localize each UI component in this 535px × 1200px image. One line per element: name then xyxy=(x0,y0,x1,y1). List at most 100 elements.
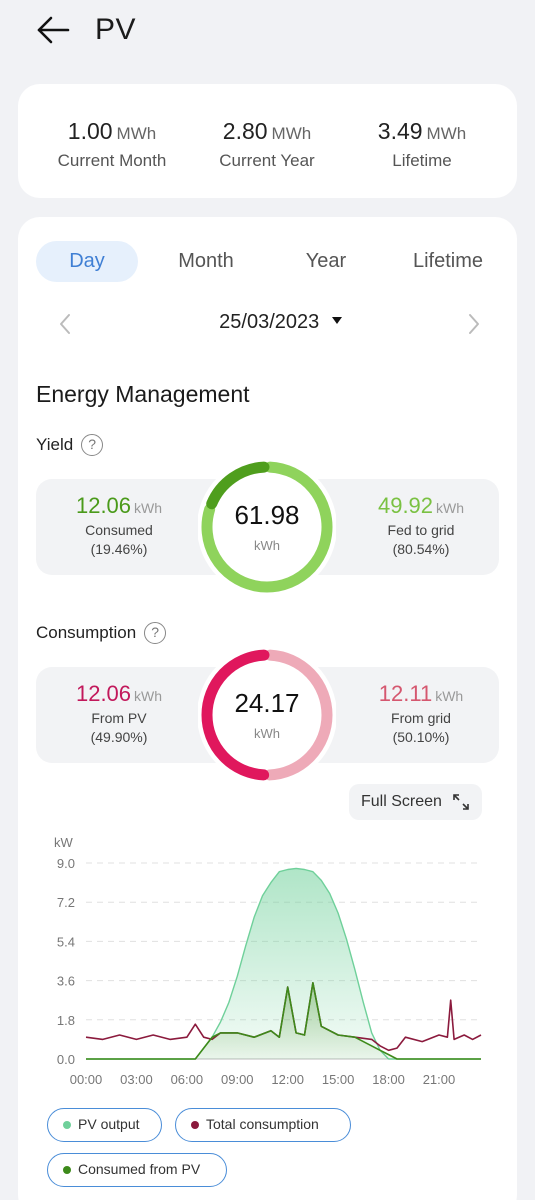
stat-label: Current Year xyxy=(219,151,315,170)
unit: kWh xyxy=(435,688,464,704)
stat-unit: MWh xyxy=(116,124,157,143)
consumption-total-value: 24.17 xyxy=(234,688,300,718)
consumption-heading: Consumption ? xyxy=(36,622,167,644)
from-grid-value: 12.11 xyxy=(378,681,433,706)
x-tick-label: 09:00 xyxy=(221,1072,254,1087)
consumption-total: 24.17 kWh xyxy=(198,646,336,784)
yield-fed-label: Fed to grid xyxy=(387,522,455,538)
from-grid-pct: (50.10%) xyxy=(392,729,450,745)
stat-value: 2.80 xyxy=(222,118,268,144)
consumption-total-unit: kWh xyxy=(254,726,280,741)
legend-dot xyxy=(191,1121,199,1129)
stat-label: Current Month xyxy=(57,151,167,170)
consumption-from-pv: 12.06 kWh From PV (49.90%) xyxy=(44,681,194,745)
y-tick-label: 7.2 xyxy=(57,895,75,910)
yield-total-unit: kWh xyxy=(254,538,280,553)
donut-segment-right xyxy=(201,461,333,593)
energy-summary-card: 1.00 MWh Current Month 2.80 MWh Current Ye… xyxy=(18,84,517,198)
legend-consumed-from-pv[interactable]: Consumed from PV xyxy=(47,1153,227,1187)
full-screen-button[interactable]: Full Screen xyxy=(349,784,482,820)
stat-lifetime: 3.49 MWh Lifetime xyxy=(342,118,502,171)
tab-year[interactable]: Year xyxy=(305,250,347,272)
consumption-donut: 24.17 kWh xyxy=(197,645,337,785)
top-bar: PV xyxy=(0,0,535,64)
x-tick-label: 12:00 xyxy=(271,1072,304,1087)
yield-donut: 61.98 kWh xyxy=(197,457,337,597)
x-tick-label: 15:00 xyxy=(322,1072,355,1087)
y-tick-label: 5.4 xyxy=(57,934,75,949)
date-navigator: 25/03/2023 xyxy=(36,307,502,341)
legend-total-consumption[interactable]: Total consumption xyxy=(175,1108,351,1142)
legend-label: Consumed from PV xyxy=(78,1161,201,1177)
yield-title: Yield xyxy=(36,435,74,454)
yield-total: 61.98 kWh xyxy=(198,458,336,596)
full-screen-label: Full Screen xyxy=(361,793,442,810)
x-tick-label: 00:00 xyxy=(70,1072,103,1087)
period-tabs: Day Month Year Lifetime xyxy=(36,241,502,282)
x-tick-label: 21:00 xyxy=(423,1072,456,1087)
unit: kWh xyxy=(134,688,163,704)
y-tick-label: 1.8 xyxy=(57,1013,75,1028)
yield-fed-value: 49.92 xyxy=(377,493,434,518)
yield-consumed: 12.06 kWh Consumed (19.46%) xyxy=(44,493,194,557)
yield-consumed-label: Consumed xyxy=(85,522,153,538)
yield-donut-chart xyxy=(197,457,337,597)
date-selector[interactable]: 25/03/2023 xyxy=(186,311,376,334)
donut-background xyxy=(197,645,337,785)
series-consumed-from-pv-line xyxy=(86,982,481,1060)
stat-current-year: 2.80 MWh Current Year xyxy=(187,118,347,171)
tab-month[interactable]: Month xyxy=(178,250,234,272)
section-title: Energy Management xyxy=(36,381,250,407)
series-pv-output-line xyxy=(86,867,481,1060)
power-line-chart: kW 9.0 7.2 5.4 3.6 1.8 0.0 00:00 03:00 06:00 09:00… xyxy=(54,835,482,1087)
consumption-from-grid: 12.11 kWh From grid (50.10%) xyxy=(346,681,496,745)
unit: kWh xyxy=(436,500,465,516)
chevron-right-icon[interactable] xyxy=(461,311,485,337)
stat-unit: MWh xyxy=(271,124,312,143)
chevron-left-icon[interactable] xyxy=(54,311,78,337)
yield-total-value: 61.98 xyxy=(234,500,300,530)
series-consumed-from-pv-area xyxy=(86,982,481,1059)
page-title: PV xyxy=(95,13,137,46)
legend-dot xyxy=(63,1166,71,1174)
yield-fed-pct: (80.54%) xyxy=(392,541,450,557)
from-pv-pct: (49.90%) xyxy=(90,729,148,745)
donut-segment-left xyxy=(201,649,270,781)
legend-pv-output[interactable]: PV output xyxy=(47,1108,162,1142)
help-icon[interactable]: ? xyxy=(144,622,167,644)
donut-segment-left xyxy=(206,461,270,510)
stat-value: 1.00 xyxy=(67,118,113,144)
legend-label: PV output xyxy=(78,1116,140,1132)
yield-consumed-value: 12.06 xyxy=(75,493,132,518)
x-tick-label: 18:00 xyxy=(372,1072,405,1087)
from-grid-label: From grid xyxy=(391,710,451,726)
caret-down-icon xyxy=(331,317,342,324)
consumption-title: Consumption xyxy=(36,623,137,642)
legend-label: Total consumption xyxy=(206,1116,319,1132)
y-axis-label: kW xyxy=(54,835,74,850)
y-tick-label: 3.6 xyxy=(57,974,75,989)
x-tick-label: 03:00 xyxy=(120,1072,153,1087)
from-pv-value: 12.06 xyxy=(75,681,132,706)
back-arrow-icon[interactable] xyxy=(34,12,74,48)
stat-unit: MWh xyxy=(426,124,467,143)
donut-background xyxy=(197,457,337,597)
tab-lifetime[interactable]: Lifetime xyxy=(412,250,484,272)
x-tick-label: 06:00 xyxy=(171,1072,204,1087)
series-pv-output-area xyxy=(86,868,481,1059)
legend-dot xyxy=(63,1121,71,1129)
yield-consumed-pct: (19.46%) xyxy=(90,541,148,557)
donut-segment-right xyxy=(264,649,333,781)
unit: kWh xyxy=(134,500,163,516)
stat-current-month: 1.00 MWh Current Month xyxy=(32,118,192,171)
from-pv-label: From PV xyxy=(91,710,147,726)
help-icon[interactable]: ? xyxy=(81,434,104,456)
power-chart: kW 9.0 7.2 5.4 3.6 1.8 0.0 00:00 03:00 06:00 09:00… xyxy=(18,827,517,1097)
stat-value: 3.49 xyxy=(377,118,423,144)
energy-management-card: Day Month Year Lifetime 25/03/2023 Energ… xyxy=(18,217,517,1200)
consumption-donut-chart xyxy=(197,645,337,785)
tab-day[interactable]: Day xyxy=(36,241,138,282)
date-value: 25/03/2023 xyxy=(219,311,320,333)
expand-icon xyxy=(453,794,469,810)
yield-fed-to-grid: 49.92 kWh Fed to grid (80.54%) xyxy=(346,493,496,557)
